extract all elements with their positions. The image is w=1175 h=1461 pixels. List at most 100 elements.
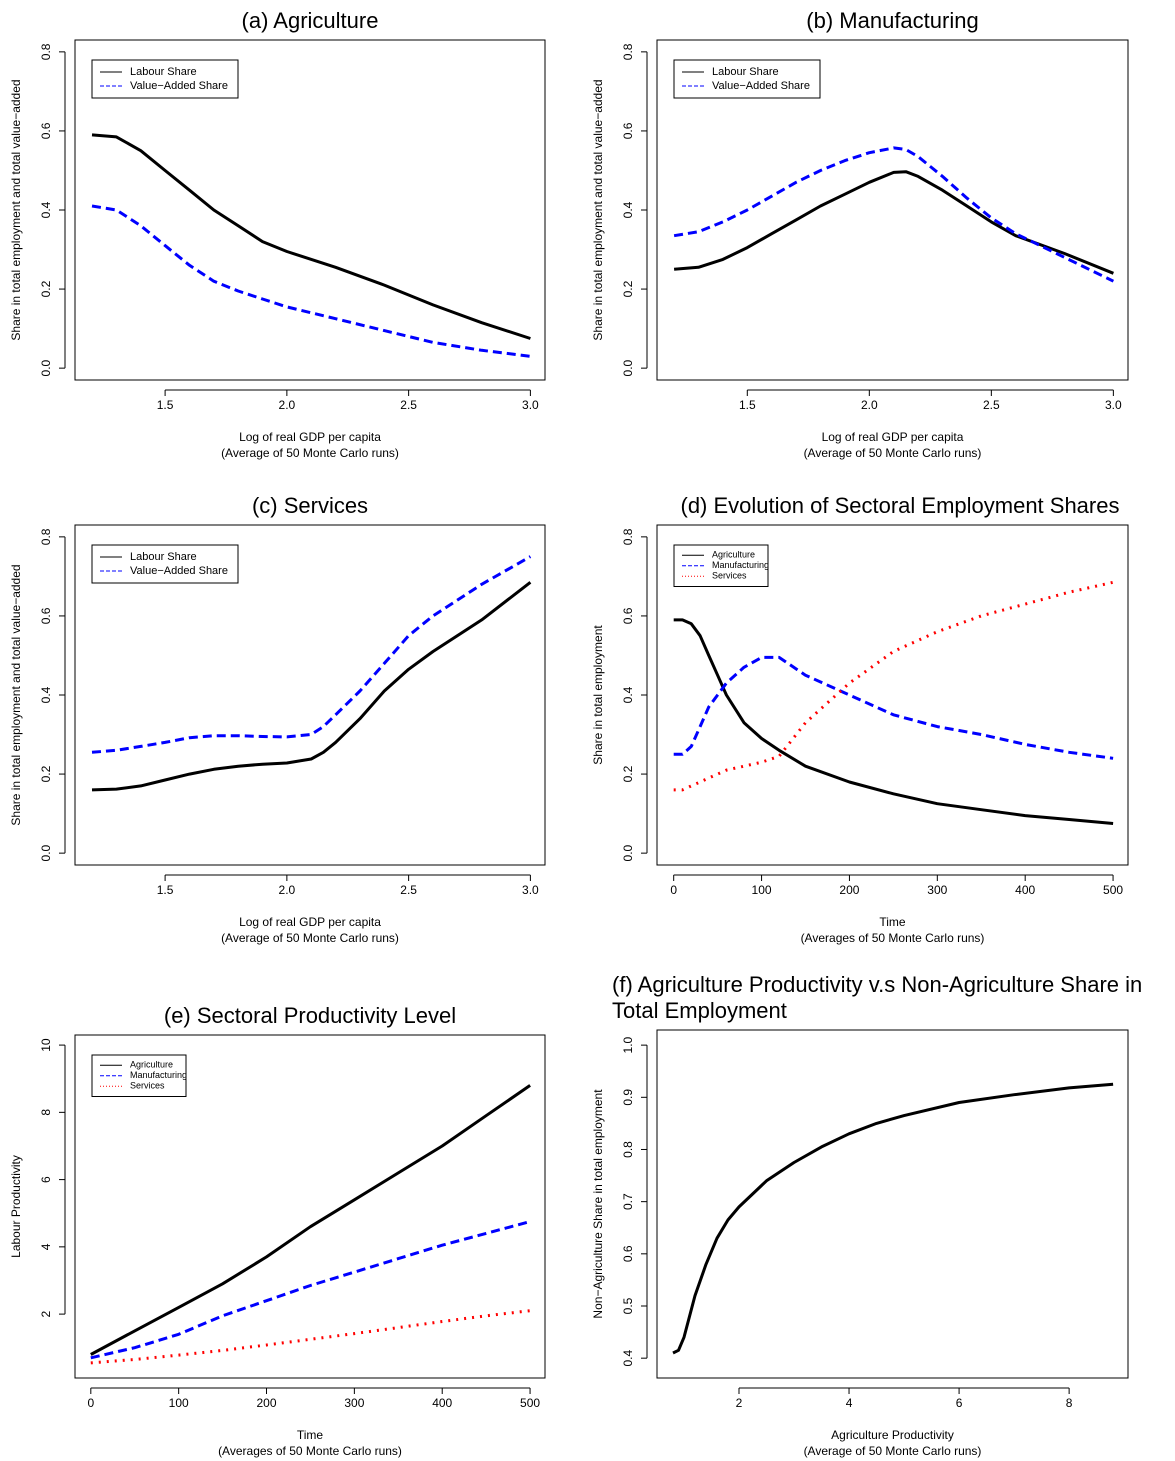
legend-label: Value−Added Share <box>712 80 810 92</box>
y-tick-label: 0.8 <box>621 528 635 545</box>
x-tick-label: 2.5 <box>400 398 417 412</box>
series-line <box>673 655 1114 760</box>
y-tick-label: 1.0 <box>621 1036 635 1053</box>
y-tick-label: 0.8 <box>39 43 53 60</box>
chart-title: (b) Manufacturing <box>806 8 979 33</box>
y-tick-label: 0.4 <box>39 686 53 703</box>
x-axis-label: Time <box>297 1428 324 1442</box>
legend-label: Manufacturing <box>130 1070 187 1080</box>
x-tick-label: 2.5 <box>400 883 417 897</box>
legend: Labour Share Value−Added Share <box>91 59 239 99</box>
y-tick-label: 0.4 <box>621 201 635 218</box>
y-tick-label: 4 <box>39 1243 53 1250</box>
x-axis-label: (Average of 50 Monte Carlo runs) <box>804 1444 982 1458</box>
x-axis-label: Log of real GDP per capita <box>239 915 381 929</box>
series-line <box>672 1082 1114 1355</box>
legend-label: Labour Share <box>130 66 197 78</box>
series-line <box>673 618 1114 825</box>
y-tick-label: 6 <box>39 1176 53 1183</box>
series-line <box>91 204 531 358</box>
y-tick-label: 0.8 <box>621 1141 635 1158</box>
series-line <box>90 1220 531 1360</box>
x-tick-label: 3.0 <box>1105 398 1122 412</box>
x-axis-label: (Average of 50 Monte Carlo runs) <box>804 446 982 460</box>
x-tick-label: 2 <box>736 1396 743 1410</box>
legend-label: Labour Share <box>130 551 197 563</box>
x-tick-label: 1.5 <box>157 398 174 412</box>
plot-frame <box>656 524 1129 866</box>
series-line <box>90 1084 531 1356</box>
y-tick-label: 0.4 <box>39 201 53 218</box>
plot-frame <box>74 39 546 381</box>
x-axis-label: (Average of 50 Monte Carlo runs) <box>221 446 399 460</box>
y-tick-label: 0.4 <box>621 686 635 703</box>
x-tick-label: 8 <box>1066 1396 1073 1410</box>
x-tick-label: 6 <box>956 1396 963 1410</box>
chart-title: (c) Services <box>251 493 369 518</box>
chart-title: (e) Sectoral Productivity Level <box>163 1003 457 1028</box>
x-tick-label: 500 <box>1103 883 1123 897</box>
y-axis-label: Share in total employment and total valu… <box>9 79 23 340</box>
legend: Labour Share Value−Added Share <box>673 59 821 99</box>
series-line <box>90 1309 531 1365</box>
legend: Labour Share Value−Added Share <box>91 544 239 584</box>
plot-frame <box>74 1034 546 1379</box>
plot-frame <box>74 524 546 866</box>
y-tick-label: 0.8 <box>39 528 53 545</box>
legend-box <box>673 59 821 99</box>
plot-frame <box>656 1029 1129 1379</box>
x-tick-label: 2.0 <box>279 883 296 897</box>
x-tick-label: 200 <box>839 883 859 897</box>
y-tick-label: 0.2 <box>621 765 635 782</box>
legend-label: Manufacturing <box>712 560 769 570</box>
y-axis-label: Non−Agriculture Share in total employmen… <box>591 1089 605 1319</box>
x-axis-label: Agriculture Productivity <box>831 1428 954 1442</box>
x-tick-label: 2.5 <box>983 398 1000 412</box>
x-axis-label: (Average of 50 Monte Carlo runs) <box>221 931 399 945</box>
y-tick-label: 0.6 <box>621 122 635 139</box>
legend-label: Value−Added Share <box>130 80 228 92</box>
legend-label: Labour Share <box>712 66 779 78</box>
y-tick-label: 0.0 <box>621 359 635 376</box>
legend-label: Agriculture <box>712 550 755 560</box>
x-tick-label: 100 <box>752 883 772 897</box>
chart-title: (a) Agriculture <box>241 8 379 33</box>
x-axis-label: Time <box>879 915 906 929</box>
legend-label: Services <box>712 571 747 581</box>
y-tick-label: 2 <box>39 1310 53 1317</box>
y-tick-label: 0.6 <box>621 607 635 624</box>
x-axis-label: (Averages of 50 Monte Carlo runs) <box>801 931 985 945</box>
legend-box <box>91 59 239 99</box>
series-line <box>673 146 1115 283</box>
series-line <box>91 581 532 792</box>
y-tick-label: 0.0 <box>39 844 53 861</box>
y-tick-label: 8 <box>39 1109 53 1116</box>
plot-frame <box>656 39 1129 381</box>
x-axis-label: Log of real GDP per capita <box>822 430 964 444</box>
x-tick-label: 1.5 <box>739 398 756 412</box>
x-tick-label: 0 <box>87 1396 94 1410</box>
series-line <box>91 555 532 754</box>
chart-title: (f) Agriculture Productivity v.s Non-Agr… <box>612 972 1143 1023</box>
x-tick-label: 200 <box>256 1396 276 1410</box>
x-tick-label: 100 <box>169 1396 189 1410</box>
x-tick-label: 300 <box>344 1396 364 1410</box>
y-tick-label: 0.2 <box>621 280 635 297</box>
x-tick-label: 0 <box>670 883 677 897</box>
y-tick-label: 0.2 <box>39 280 53 297</box>
x-tick-label: 3.0 <box>522 883 539 897</box>
y-tick-label: 0.6 <box>621 1245 635 1262</box>
x-tick-label: 1.5 <box>157 883 174 897</box>
y-tick-label: 0.0 <box>621 844 635 861</box>
x-tick-label: 4 <box>846 1396 853 1410</box>
x-tick-label: 300 <box>927 883 947 897</box>
y-axis-label: Share in total employment and total valu… <box>9 564 23 825</box>
x-tick-label: 2.0 <box>861 398 878 412</box>
legend-box <box>91 544 239 584</box>
legend-label: Value−Added Share <box>130 565 228 577</box>
series-line <box>673 580 1114 792</box>
y-tick-label: 10 <box>39 1038 53 1052</box>
x-tick-label: 500 <box>520 1396 540 1410</box>
